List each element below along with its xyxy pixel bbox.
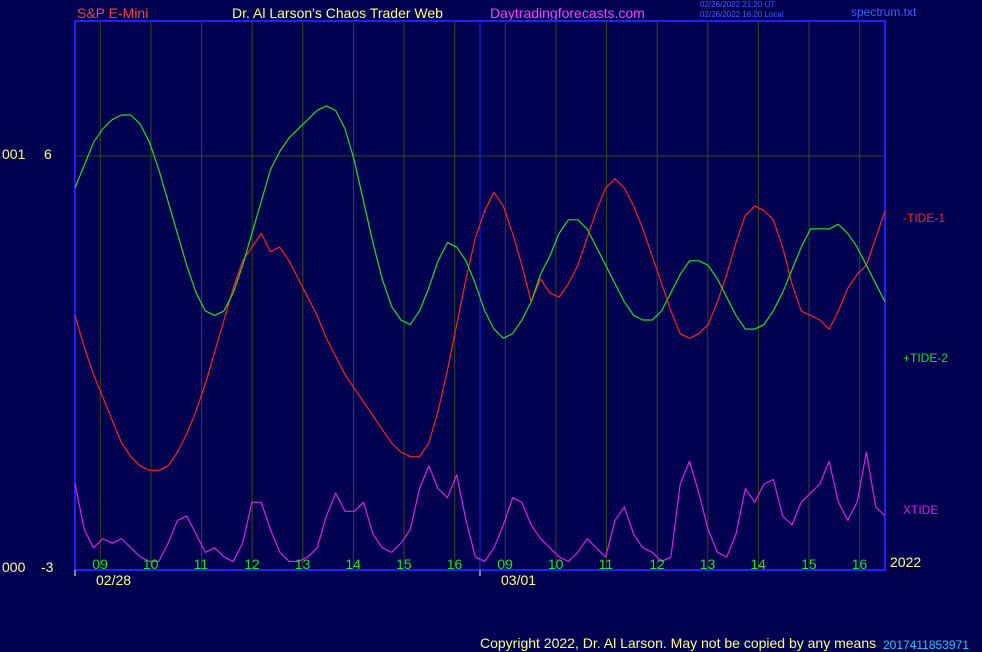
x-year-label: 2022 <box>890 554 922 570</box>
x-hour-tick-label: 09 <box>92 556 108 572</box>
timestamp-ut: 02/26/2022 21:20 UT <box>700 0 776 9</box>
file-label: spectrum.txt <box>851 5 917 19</box>
site-link[interactable]: Daytradingforecasts.com <box>490 5 645 21</box>
x-hour-tick-label: 10 <box>548 556 564 572</box>
series-label-tide1: -TIDE-1 <box>903 211 945 225</box>
x-hour-tick-label: 11 <box>599 556 614 572</box>
instrument-label: S&P E-Mini <box>77 5 149 21</box>
series-line-xtide <box>74 451 886 563</box>
x-hour-tick-label: 12 <box>649 556 665 572</box>
x-hour-tick-label: 16 <box>447 556 463 572</box>
chart-title: Dr. Al Larson's Chaos Trader Web <box>232 5 443 21</box>
series-label-tide2: +TIDE-2 <box>903 351 949 365</box>
footer-overlap-text: 2017411853971 <box>883 638 969 652</box>
copyright-text: Copyright 2022, Dr. Al Larson. May not b… <box>480 635 877 651</box>
x-hour-tick-label: 12 <box>244 556 260 572</box>
x-hour-tick-label: 14 <box>345 556 361 572</box>
x-hour-tick-label: 13 <box>295 556 311 572</box>
y-top-value: 6 <box>44 146 52 162</box>
x-hour-tick-label: 09 <box>497 556 513 572</box>
x-hour-tick-label: 15 <box>396 556 412 572</box>
timestamp-local: 02/26/2022 16:20 Local <box>700 10 784 19</box>
y-bottom-value: -3 <box>41 559 54 575</box>
y-top-left-label: 001 <box>2 146 26 162</box>
x-hour-tick-label: 16 <box>852 556 868 572</box>
x-hour-tick-label: 14 <box>750 556 766 572</box>
series-label-xtide: XTIDE <box>903 503 939 517</box>
x-date-label-1: 02/28 <box>96 572 132 588</box>
x-hour-tick-label: 11 <box>194 556 209 572</box>
x-date-label-2: 03/01 <box>501 572 537 588</box>
x-hour-tick-label: 15 <box>801 556 817 572</box>
series-line-tide2 <box>74 105 886 339</box>
x-hour-tick-label: 10 <box>143 556 159 572</box>
y-bottom-left-label: 000 <box>2 559 26 575</box>
series-line-tide1 <box>74 178 886 471</box>
x-hour-tick-label: 13 <box>700 556 716 572</box>
